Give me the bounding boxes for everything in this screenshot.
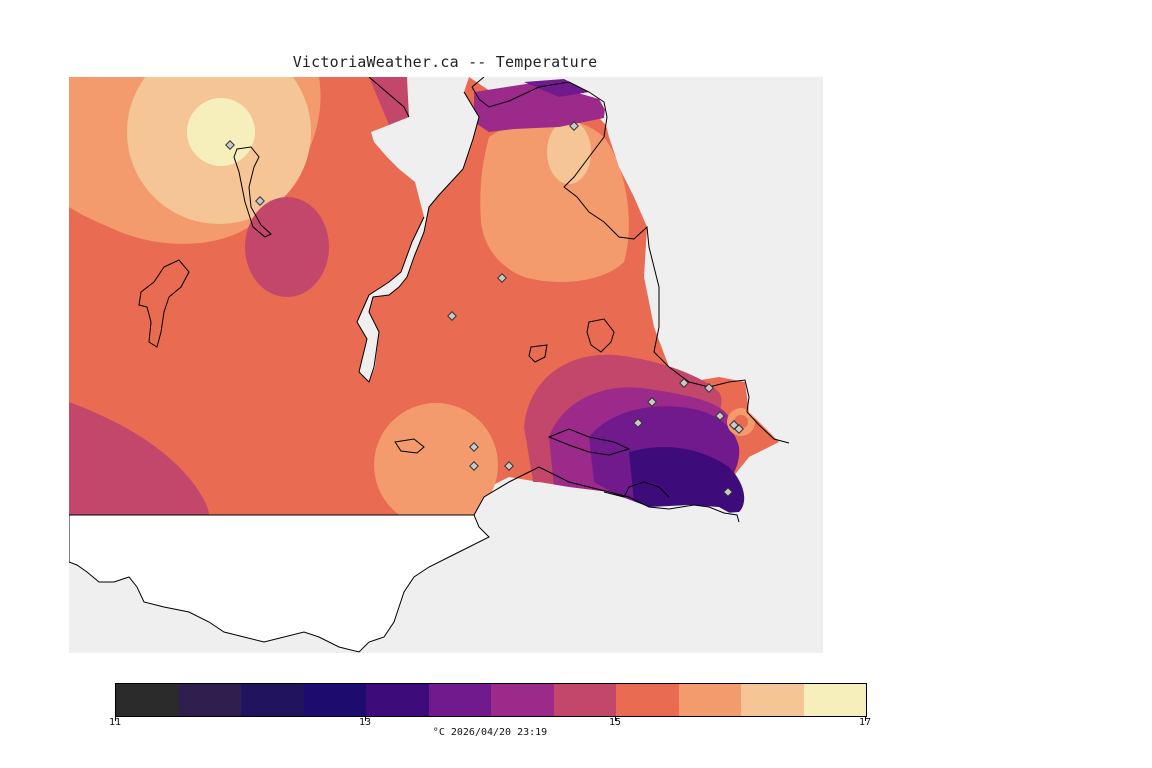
- legend-swatch: [178, 684, 241, 716]
- station-marker: [679, 378, 689, 388]
- island-central-2: [528, 344, 548, 363]
- legend-tick: [115, 716, 116, 721]
- station-marker: [734, 424, 744, 434]
- legend-swatch: [616, 684, 679, 716]
- station-marker: [569, 121, 579, 131]
- island-nw: [138, 259, 190, 348]
- island-west-strip: [233, 146, 272, 238]
- station-marker: [255, 196, 265, 206]
- color-legend: 11 13 15 17 °C 2026/04/20 23:19: [109, 683, 871, 738]
- station-marker: [469, 461, 479, 471]
- station-marker: [225, 140, 235, 150]
- station-marker: [647, 397, 657, 407]
- contour-16-17-n: [480, 118, 629, 282]
- contour-field: [69, 77, 779, 527]
- legend-caption: °C 2026/04/20 23:19: [432, 727, 548, 738]
- legend-swatch: [366, 684, 429, 716]
- station-marker: [633, 418, 643, 428]
- legend-swatch: [491, 684, 554, 716]
- contour-14-15-sw: [69, 402, 209, 515]
- station-marker: [723, 487, 733, 497]
- legend-tick: [365, 716, 366, 721]
- station-marker: [715, 411, 725, 421]
- contour-14-15-top: [369, 77, 409, 125]
- legend-swatch: [116, 684, 179, 716]
- legend-tick: [865, 716, 866, 721]
- legend-swatch: [678, 684, 741, 716]
- station-markers: [225, 121, 744, 497]
- station-marker: [704, 383, 714, 393]
- station-marker: [447, 311, 457, 321]
- legend-swatch: [241, 684, 304, 716]
- legend-tick-label: 17: [858, 717, 872, 728]
- legend-swatch: [428, 684, 491, 716]
- station-marker: [497, 273, 507, 283]
- island-south: [394, 438, 425, 454]
- legend-tick-label: 11: [108, 717, 122, 728]
- legend-colorbar: [115, 683, 867, 717]
- contour-17-18-n: [547, 120, 591, 184]
- station-marker: [469, 442, 479, 452]
- coastlines: [356, 77, 790, 523]
- island-central-1: [586, 318, 615, 353]
- contour-14-15-center: [245, 197, 329, 297]
- legend-tick-label: 13: [358, 717, 372, 728]
- legend-swatch: [303, 684, 366, 716]
- legend-swatch: [553, 684, 616, 716]
- map-title: VictoriaWeather.ca -- Temperature: [292, 53, 598, 71]
- contour-11-12-se: [629, 447, 745, 517]
- legend-tick: [615, 716, 616, 721]
- contour-13-14-n: [474, 82, 609, 132]
- contour-12-13-n: [524, 79, 589, 97]
- contour-16-17-s: [374, 403, 498, 527]
- temperature-map[interactable]: [69, 77, 823, 653]
- legend-swatch: [741, 684, 804, 716]
- legend-swatch: [803, 684, 866, 716]
- station-marker: [504, 461, 514, 471]
- south-landmass: [69, 514, 490, 653]
- legend-tick-label: 15: [608, 717, 622, 728]
